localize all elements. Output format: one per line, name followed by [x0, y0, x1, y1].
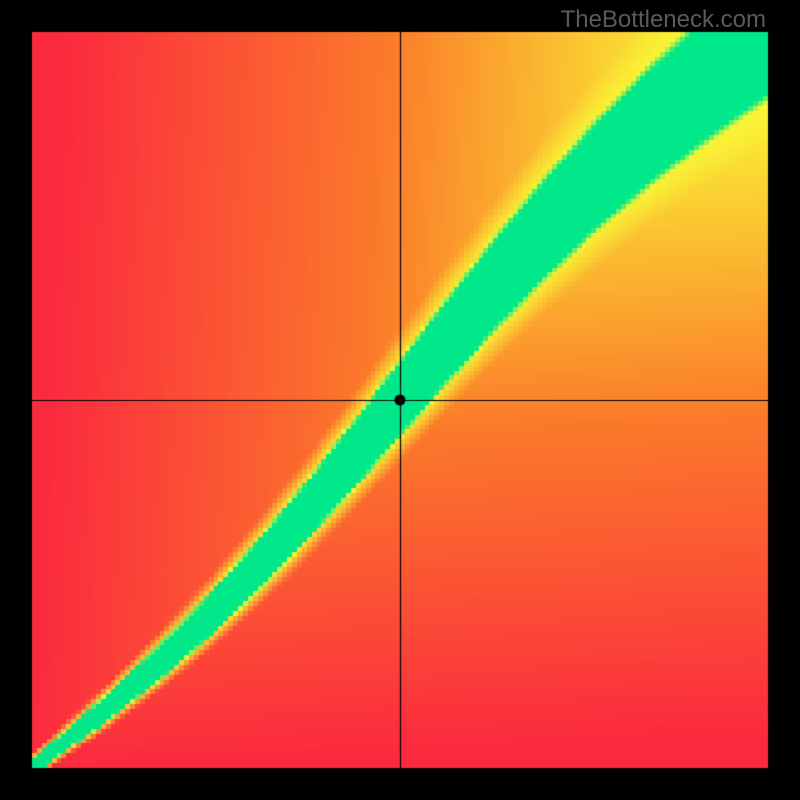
- chart-container: TheBottleneck.com: [0, 0, 800, 800]
- watermark-label: TheBottleneck.com: [561, 6, 766, 34]
- bottleneck-heatmap-canvas: [0, 0, 800, 800]
